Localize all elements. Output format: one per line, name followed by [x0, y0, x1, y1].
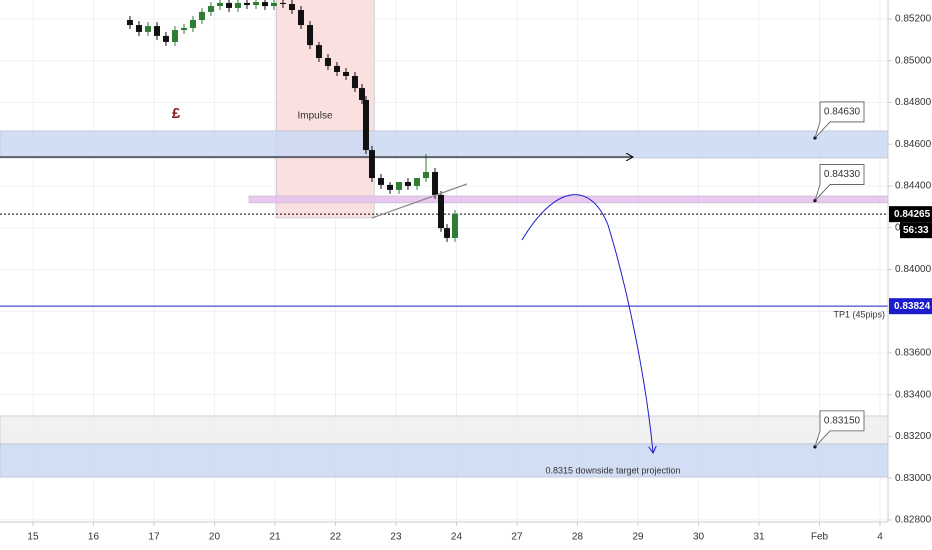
candle-body — [162, 35, 169, 42]
candle-body — [307, 25, 314, 46]
candle-body — [298, 10, 305, 26]
x-tick-label: Feb — [811, 532, 829, 543]
candle-body — [144, 26, 151, 32]
candle-body — [180, 27, 187, 31]
candle-body — [126, 20, 133, 26]
countdown-box — [900, 222, 932, 239]
x-tick-label: 17 — [148, 532, 160, 543]
countdown: 56:33 — [903, 225, 929, 236]
candle-body — [279, 2, 286, 4]
y-tick-label: 0.82800 — [895, 515, 932, 526]
candle-body — [252, 2, 259, 6]
candle-body — [413, 178, 420, 186]
y-tick-label: 0.85000 — [895, 55, 932, 66]
candle-body — [198, 11, 205, 21]
trend-line — [371, 183, 468, 219]
x-tick-label: 23 — [390, 532, 402, 543]
y-tick-label: 0.83600 — [895, 348, 932, 359]
callout-box — [814, 101, 865, 139]
candle-body — [343, 72, 350, 76]
y-tick-label: 0.83400 — [895, 389, 932, 400]
candle-body — [190, 20, 197, 28]
callout-label: 0.84630 — [824, 107, 861, 118]
projection-label: 0.8315 downside target projection — [545, 465, 680, 475]
drawings: Impulse £ TP1 (45pips) 0.8315 downside t… — [0, 105, 885, 475]
candle-body — [377, 178, 384, 185]
candle-body — [234, 2, 241, 8]
callout-label: 0.84330 — [824, 169, 861, 180]
candle-body — [324, 58, 331, 66]
candle-body — [315, 45, 322, 59]
x-tick-label: 31 — [753, 532, 765, 543]
y-tick-label: 0.84600 — [895, 139, 932, 150]
candle-body — [404, 182, 411, 186]
zone — [0, 443, 888, 478]
x-tick-label: 24 — [451, 532, 463, 543]
y-tick-label: 0.85200 — [895, 14, 932, 25]
candle-body — [226, 2, 233, 8]
currency-label: £ — [172, 105, 181, 122]
level-label: 0.83824 — [894, 301, 931, 312]
projection-curve — [521, 194, 653, 452]
candle-body — [270, 2, 277, 7]
x-tick-label: 15 — [27, 532, 39, 543]
candle-body — [207, 6, 214, 12]
candle-body — [135, 25, 142, 32]
zone — [0, 415, 888, 445]
x-tick-label: 16 — [88, 532, 100, 543]
candle-body — [262, 2, 269, 7]
candle-body — [423, 171, 430, 179]
x-tick-label: 22 — [330, 532, 342, 543]
candle-body — [432, 171, 439, 195]
x-tick-label: 27 — [511, 532, 523, 543]
level-label: 0.84265 — [894, 209, 931, 220]
candle-body — [334, 65, 341, 73]
candle-body — [396, 182, 403, 190]
x-tick-label: 4 — [877, 532, 883, 543]
x-tick-label: 20 — [209, 532, 221, 543]
y-tick-label: 0.84800 — [895, 97, 932, 108]
candle-body — [438, 194, 445, 229]
candle-body — [451, 213, 458, 238]
y-tick-label: 0.83200 — [895, 431, 932, 442]
impulse-label: Impulse — [297, 111, 332, 122]
x-tick-label: 21 — [269, 532, 281, 543]
tp1-label: TP1 (45pips) — [833, 309, 885, 319]
candle-body — [243, 2, 250, 6]
candle-body — [358, 88, 365, 100]
callout-box — [814, 410, 865, 448]
callout-box — [814, 164, 865, 201]
candle-body — [288, 3, 295, 11]
x-tick-label: 29 — [632, 532, 644, 543]
candle-body — [216, 2, 223, 7]
candle-body — [154, 26, 161, 36]
level-label-box — [889, 298, 932, 315]
zone — [275, 0, 375, 219]
candle-body — [171, 30, 178, 42]
candle-body — [351, 75, 358, 89]
zone — [0, 130, 888, 159]
y-tick-label: 0.83000 — [895, 473, 932, 484]
candle-body — [362, 99, 369, 151]
zone — [248, 195, 888, 204]
candle-body — [368, 150, 375, 179]
y-tick-label: 0.84000 — [895, 264, 932, 275]
candle-body — [387, 184, 394, 190]
x-tick-label: 30 — [693, 532, 705, 543]
callout-label: 0.83150 — [824, 416, 861, 427]
y-tick-label: 0.84400 — [895, 181, 932, 192]
level-label-box — [889, 206, 932, 223]
x-tick-label: 28 — [572, 532, 584, 543]
candle-body — [443, 228, 450, 238]
